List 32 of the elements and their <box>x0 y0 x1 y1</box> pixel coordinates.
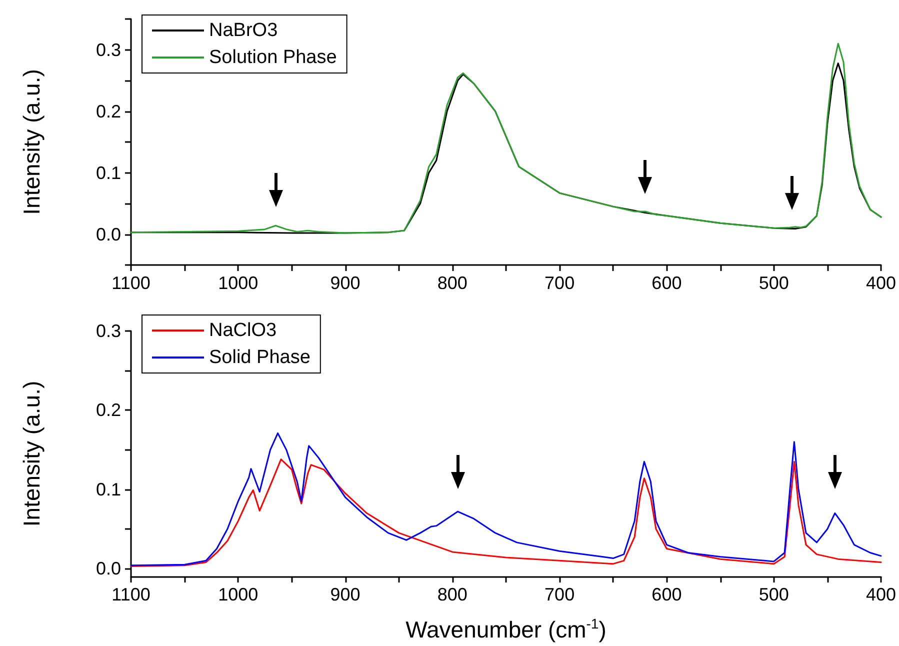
x-tick-label: 1100 <box>112 584 150 604</box>
y-tick-label: 0.3 <box>96 321 121 341</box>
x-tick-label: 400 <box>866 273 896 293</box>
y-tick-label: 0.0 <box>96 558 121 579</box>
x-tick-label: 500 <box>758 273 789 293</box>
legend-label: Solid Phase <box>209 347 310 368</box>
x-tick-label: 500 <box>758 584 789 604</box>
y-tick-label: 0.1 <box>96 162 121 183</box>
line-series <box>130 458 882 567</box>
y-tick-label: 0.3 <box>96 40 121 60</box>
x-tick-label: 900 <box>330 273 360 293</box>
line-series <box>130 432 882 566</box>
x-tick-label: 400 <box>866 584 896 604</box>
x-tick-label: 600 <box>652 273 682 293</box>
y-tick-label: 0.2 <box>96 400 121 420</box>
y-tick-label: 0.1 <box>96 479 121 500</box>
y-tick-label: 0.2 <box>96 101 121 122</box>
legend-label: NaClO3 <box>209 320 277 341</box>
x-tick-label: 1000 <box>218 584 258 604</box>
x-tick-label: 700 <box>544 584 575 604</box>
y-axis-title: Intensity (a.u.) <box>18 380 44 527</box>
y-tick-label: 0.0 <box>96 224 121 244</box>
y-axis-title: Intensity (a.u.) <box>18 69 44 215</box>
legend-label: Solution Phase <box>209 47 337 68</box>
x-tick-label: 800 <box>437 584 468 604</box>
x-tick-label: 1100 <box>112 273 150 293</box>
legend-label: NaBrO3 <box>209 20 278 41</box>
x-tick-label: 600 <box>652 584 682 604</box>
x-tick-label: 900 <box>330 584 360 604</box>
x-tick-label: 800 <box>437 273 468 293</box>
x-tick-label: 1000 <box>218 273 258 293</box>
x-tick-label: 700 <box>544 273 575 293</box>
